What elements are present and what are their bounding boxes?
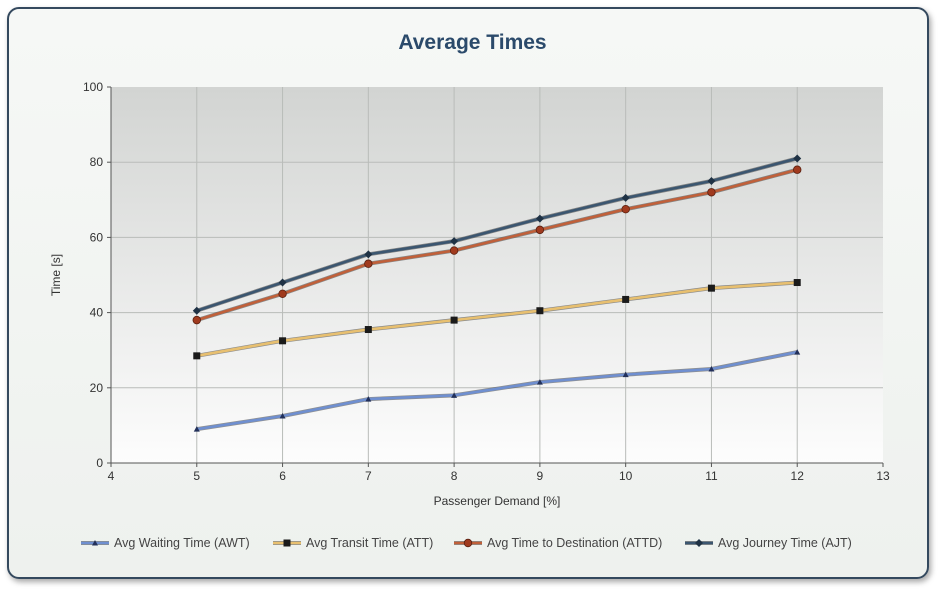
legend-item: Avg Journey Time (AJT) bbox=[684, 536, 852, 550]
legend-item: Avg Time to Destination (ATTD) bbox=[453, 536, 662, 550]
legend-label: Avg Journey Time (AJT) bbox=[718, 536, 852, 550]
data-point bbox=[278, 289, 287, 298]
data-point bbox=[793, 154, 802, 163]
axes: 4 5 6 7 8 9 10 11 12 13 0 20 40 60 80 100 bbox=[83, 80, 890, 483]
data-point bbox=[449, 246, 459, 255]
legend-marker bbox=[92, 540, 98, 546]
legend-marker bbox=[463, 538, 473, 548]
x-tick-label: 8 bbox=[451, 469, 458, 483]
x-tick-label: 12 bbox=[791, 469, 805, 483]
data-point bbox=[279, 337, 287, 345]
data-point bbox=[193, 426, 200, 432]
series-line bbox=[196, 168, 798, 322]
data-point bbox=[192, 315, 201, 325]
data-point bbox=[707, 177, 716, 185]
y-tick-label: 20 bbox=[90, 381, 104, 395]
y-tick-label: 100 bbox=[83, 80, 103, 94]
data-point bbox=[450, 316, 458, 324]
data-point bbox=[536, 379, 543, 385]
data-point bbox=[707, 188, 716, 197]
series-line bbox=[196, 281, 798, 358]
legend-item: Avg Waiting Time (AWT) bbox=[80, 536, 250, 550]
plot-area bbox=[111, 87, 883, 463]
data-point bbox=[192, 306, 201, 315]
data-point bbox=[364, 326, 372, 334]
x-tick-label: 9 bbox=[537, 469, 544, 483]
data-point bbox=[708, 366, 715, 372]
data-point bbox=[621, 204, 630, 214]
series-2 bbox=[193, 279, 801, 360]
x-tick-label: 13 bbox=[876, 469, 890, 483]
series-1 bbox=[193, 349, 801, 432]
data-point bbox=[621, 193, 630, 202]
grid-lines bbox=[111, 87, 883, 463]
data-point bbox=[707, 284, 715, 292]
series-line bbox=[196, 157, 798, 312]
series-4 bbox=[192, 154, 802, 315]
data-point bbox=[536, 307, 544, 315]
legend-item: Avg Transit Time (ATT) bbox=[272, 536, 433, 550]
data-point bbox=[535, 214, 544, 223]
y-tick-label: 0 bbox=[96, 456, 103, 470]
data-point bbox=[451, 392, 458, 398]
data-point bbox=[364, 250, 373, 259]
y-axis-title: Time [s] bbox=[49, 254, 63, 296]
series-lines bbox=[192, 154, 802, 432]
x-tick-label: 6 bbox=[279, 469, 286, 483]
data-point bbox=[364, 259, 373, 268]
x-tick-label: 10 bbox=[619, 469, 633, 483]
legend-swatch bbox=[273, 539, 301, 547]
legend: Avg Waiting Time (AWT) Avg Transit Time (… bbox=[0, 536, 945, 556]
data-point bbox=[278, 278, 287, 287]
data-point bbox=[365, 396, 372, 402]
legend-label: Avg Transit Time (ATT) bbox=[306, 536, 434, 550]
data-point bbox=[450, 237, 459, 246]
legend-label: Avg Waiting Time (AWT) bbox=[114, 536, 250, 550]
y-tick-label: 40 bbox=[90, 306, 104, 320]
series-line bbox=[196, 350, 798, 431]
legend-swatch bbox=[454, 538, 482, 548]
legend-marker bbox=[283, 539, 291, 547]
data-point bbox=[193, 352, 201, 360]
series-3 bbox=[192, 165, 802, 325]
legend-marker bbox=[695, 539, 703, 547]
data-point bbox=[793, 165, 802, 174]
x-tick-label: 4 bbox=[108, 469, 115, 483]
y-tick-label: 60 bbox=[90, 230, 104, 244]
data-point bbox=[794, 349, 801, 355]
legend-label: Avg Time to Destination (ATTD) bbox=[487, 536, 663, 550]
data-point bbox=[535, 225, 545, 235]
legend-swatch bbox=[685, 539, 713, 547]
x-tick-label: 11 bbox=[705, 469, 718, 483]
data-point bbox=[793, 279, 801, 287]
x-axis-title: Passenger Demand [%] bbox=[434, 494, 561, 508]
data-point bbox=[622, 371, 629, 378]
x-tick-label: 7 bbox=[365, 469, 372, 483]
data-point bbox=[622, 295, 630, 303]
x-tick-label: 5 bbox=[193, 469, 200, 483]
chart-title: Average Times bbox=[398, 31, 547, 54]
legend-swatch bbox=[81, 540, 109, 546]
data-point bbox=[279, 413, 286, 419]
y-tick-label: 80 bbox=[90, 155, 104, 169]
